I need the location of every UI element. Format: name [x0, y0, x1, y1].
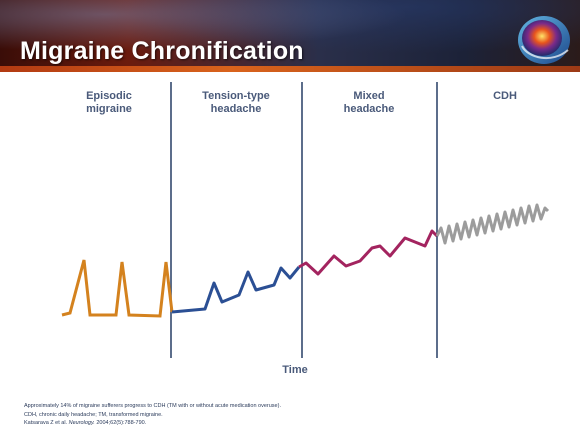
footnote-prevalence: Approximately 14% of migraine sufferers … [24, 403, 281, 409]
slide-title: Migraine Chronification [20, 37, 304, 65]
cdh-trace [435, 203, 550, 245]
column-label-mixed: Mixed headache [343, 90, 395, 115]
column-label-episodic: Episodic migraine [86, 90, 132, 115]
episodic-migraine-trace [61, 259, 174, 318]
mixed-headache-trace [298, 229, 439, 276]
brain-logo-icon [518, 16, 570, 64]
time-axis-label: Time [282, 364, 308, 376]
column-label-tension-type: Tension-type headache [202, 90, 270, 115]
footnote-abbreviations: CDH, chronic daily headache; TM, transfo… [24, 412, 163, 418]
title-banner [0, 0, 580, 72]
column-label-cdh: CDH [493, 90, 517, 102]
tension-type-trace [171, 266, 301, 314]
banner-stripe [0, 66, 580, 72]
footnote-reference: Katsarava Z et al. Neurology. 2004;62(5)… [24, 420, 147, 426]
